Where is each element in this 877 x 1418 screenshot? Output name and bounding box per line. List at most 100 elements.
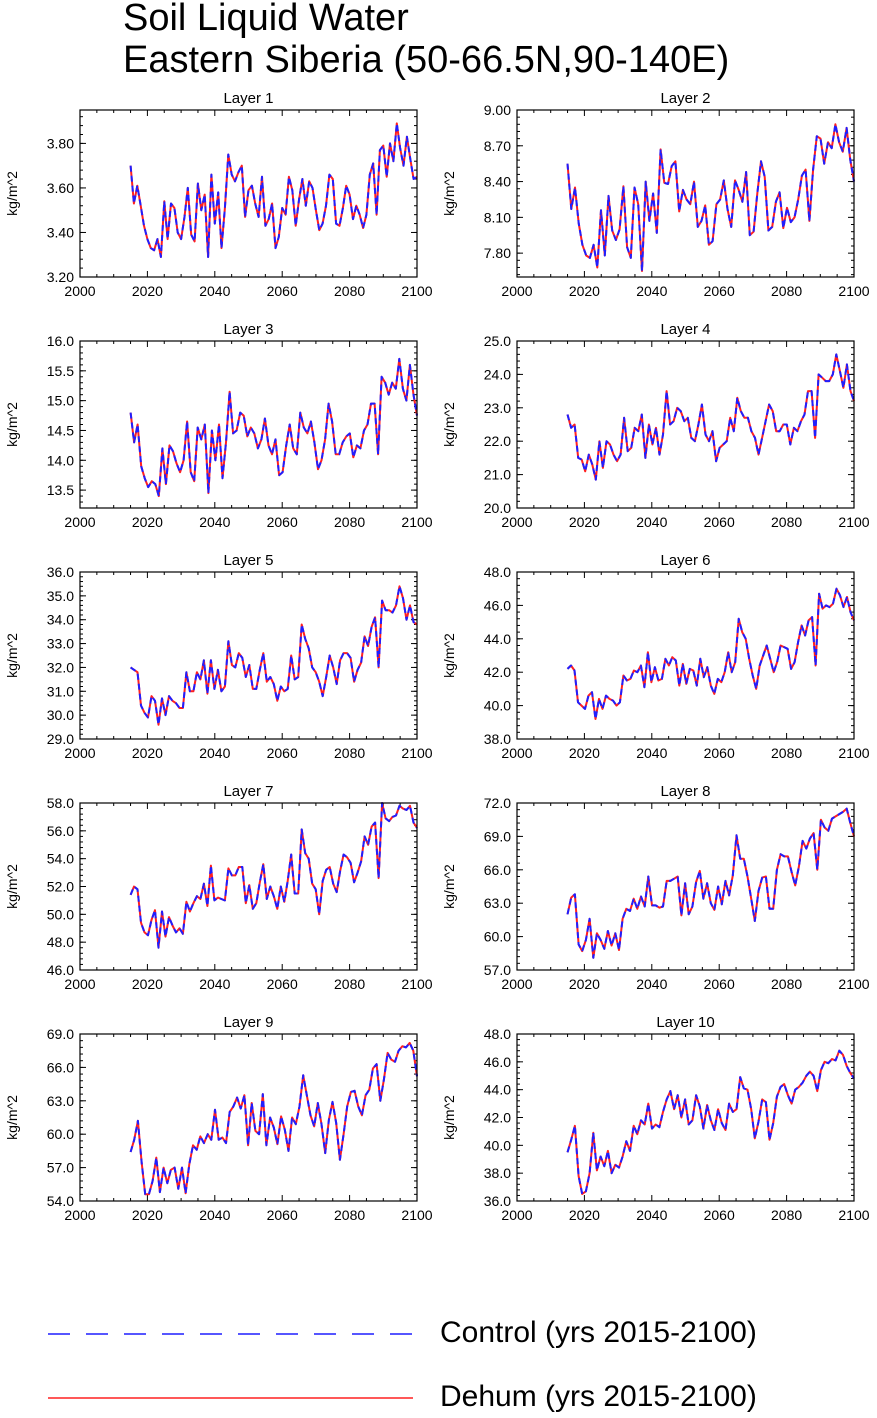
layer-4-ytick-label: 20.0 <box>484 500 511 516</box>
layer-5-ytick-label: 31.0 <box>47 683 74 699</box>
layer-3-xtick-label: 2000 <box>64 514 95 530</box>
layer-4-ytick-label: 22.0 <box>484 433 511 449</box>
layer-10-xtick-label: 2040 <box>636 1207 667 1223</box>
layer-10-ytick-label: 42.0 <box>484 1110 511 1126</box>
layer-5-ytick-label: 30.0 <box>47 707 74 723</box>
layer-8-xtick-label: 2020 <box>569 976 600 992</box>
layer-6-ytick-label: 40.0 <box>484 698 511 714</box>
layer-1-ytick-label: 3.60 <box>47 180 74 196</box>
layer-10-ytick-label: 48.0 <box>484 1026 511 1042</box>
layer-9-frame <box>79 1033 418 1202</box>
layer-9-xtick-label: 2000 <box>64 1207 95 1223</box>
layer-2-ytick-label: 8.10 <box>484 209 511 225</box>
layer-2-title: Layer 2 <box>660 90 710 107</box>
layer-1-ylabel: kg/m^2 <box>4 171 20 216</box>
layer-3-xtick-label: 2060 <box>267 514 298 530</box>
legend-dehum-line <box>48 1397 413 1399</box>
layer-8-ytick-label: 66.0 <box>484 862 511 878</box>
layer-6-frame <box>516 571 855 740</box>
layer-3-ytick-label: 13.5 <box>47 482 74 498</box>
layer-5-xtick-label: 2040 <box>199 745 230 761</box>
layer-7-xtick-label: 2020 <box>132 976 163 992</box>
layer-10-title: Layer 10 <box>656 1014 714 1031</box>
layer-6-xtick-label: 2020 <box>569 745 600 761</box>
layer-5-ytick-label: 35.0 <box>47 588 74 604</box>
layer-5-ytick-label: 32.0 <box>47 659 74 675</box>
layer-2-ytick-label: 9.00 <box>484 102 511 118</box>
layer-6-ylabel: kg/m^2 <box>441 633 457 678</box>
layer-8-frame <box>516 802 855 971</box>
layer-2-ytick-label: 7.80 <box>484 245 511 261</box>
layer-9-ytick-label: 66.0 <box>47 1059 74 1075</box>
layer-4-ylabel: kg/m^2 <box>441 402 457 447</box>
layer-6-xtick-label: 2100 <box>838 745 869 761</box>
layer-7-xtick-label: 2080 <box>334 976 365 992</box>
layer-3-series-dehum <box>129 357 418 498</box>
layer-4-xtick-label: 2100 <box>838 514 869 530</box>
layer-2-ytick-label: 8.70 <box>484 138 511 154</box>
layer-7-xtick-label: 2040 <box>199 976 230 992</box>
layer-3-ytick-label: 14.0 <box>47 452 74 468</box>
legend-control-line <box>48 1333 413 1335</box>
layer-6-ytick-label: 46.0 <box>484 597 511 613</box>
legend-dehum-label: Dehum (yrs 2015-2100) <box>440 1380 757 1413</box>
layer-8-xtick-label: 2060 <box>704 976 735 992</box>
layer-7-ytick-label: 56.0 <box>47 823 74 839</box>
layer-8-series-control <box>566 807 855 959</box>
layer-1-xtick-label: 2060 <box>267 283 298 299</box>
layer-9-ytick-label: 69.0 <box>47 1026 74 1042</box>
layer-1-xtick-label: 2000 <box>64 283 95 299</box>
layer-9-xtick-label: 2060 <box>267 1207 298 1223</box>
layer-7-title: Layer 7 <box>223 783 273 800</box>
layer-8-ytick-label: 63.0 <box>484 895 511 911</box>
layer-8-ytick-label: 60.0 <box>484 929 511 945</box>
layer-7-xtick-label: 2100 <box>401 976 432 992</box>
figure-title-line-2: Eastern Siberia (50-66.5N,90-140E) <box>123 39 730 81</box>
layer-7-ylabel: kg/m^2 <box>4 864 20 909</box>
layer-2-xtick-label: 2060 <box>704 283 735 299</box>
layer-8-xtick-label: 2000 <box>501 976 532 992</box>
layer-9-ytick-label: 63.0 <box>47 1093 74 1109</box>
layer-3-xtick-label: 2020 <box>132 514 163 530</box>
layer-2-xtick-label: 2020 <box>569 283 600 299</box>
layer-10-ytick-label: 36.0 <box>484 1193 511 1209</box>
layer-6-ytick-label: 44.0 <box>484 631 511 647</box>
layer-6-series-control <box>566 587 855 720</box>
layer-5-frame <box>79 571 418 740</box>
layer-8-ytick-label: 69.0 <box>484 828 511 844</box>
layer-3-frame <box>79 340 418 509</box>
layer-6-series-dehum <box>566 587 855 720</box>
layer-4-xtick-label: 2060 <box>704 514 735 530</box>
layer-3-ytick-label: 15.0 <box>47 393 74 409</box>
layer-5-series-dehum <box>130 585 418 726</box>
layer-10-xtick-label: 2080 <box>771 1207 802 1223</box>
layer-10-ylabel: kg/m^2 <box>441 1095 457 1140</box>
layer-6-ytick-label: 38.0 <box>484 731 511 747</box>
layer-5-ytick-label: 33.0 <box>47 636 74 652</box>
layer-10-ytick-label: 40.0 <box>484 1137 511 1153</box>
layer-4-series-dehum <box>566 353 855 481</box>
layer-7-ytick-label: 52.0 <box>47 879 74 895</box>
layer-10-series-control <box>566 1049 855 1195</box>
layer-5-xtick-label: 2000 <box>64 745 95 761</box>
layer-3-ytick-label: 14.5 <box>47 422 74 438</box>
layer-3-ytick-label: 15.5 <box>47 363 74 379</box>
layer-2-xtick-label: 2000 <box>501 283 532 299</box>
layer-1-frame <box>79 109 418 278</box>
layer-5-xtick-label: 2020 <box>132 745 163 761</box>
layer-4-xtick-label: 2000 <box>501 514 532 530</box>
layer-4-ytick-label: 21.0 <box>484 467 511 483</box>
layer-2-xtick-label: 2040 <box>636 283 667 299</box>
layer-9-xtick-label: 2080 <box>334 1207 365 1223</box>
layer-9-ytick-label: 54.0 <box>47 1193 74 1209</box>
layer-5-ylabel: kg/m^2 <box>4 633 20 678</box>
layer-1-ytick-label: 3.20 <box>47 269 74 285</box>
layer-10-xtick-label: 2020 <box>569 1207 600 1223</box>
layer-5-title: Layer 5 <box>223 552 273 569</box>
layer-4-xtick-label: 2020 <box>569 514 600 530</box>
layer-2-series-control <box>566 123 855 272</box>
layer-1-xtick-label: 2080 <box>334 283 365 299</box>
figure-title-line-1: Soil Liquid Water <box>123 0 409 39</box>
layer-7-frame <box>79 802 418 971</box>
